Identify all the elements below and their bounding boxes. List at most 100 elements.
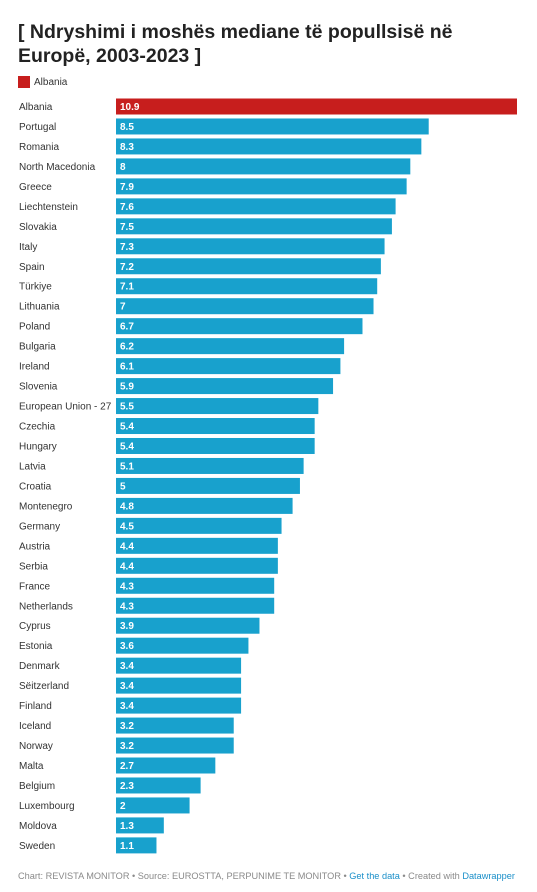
bar-romania (116, 138, 422, 155)
bar-netherlands (116, 597, 275, 614)
value-label-european-union-27: 5.5 (120, 402, 134, 413)
bar-luxembourg (116, 797, 190, 814)
category-label-germany: Germany (19, 521, 60, 532)
value-label-portugal: 8.5 (120, 122, 134, 133)
legend: Albania (18, 75, 67, 89)
bar-germany (116, 517, 282, 534)
value-label-malta: 2.7 (120, 761, 134, 772)
category-label-norway: Norway (19, 741, 53, 752)
bar-norway (116, 737, 234, 754)
value-label-croatia: 5 (120, 481, 126, 492)
value-label-cyprus: 3.9 (120, 621, 134, 632)
value-label-france: 4.3 (120, 581, 134, 592)
bar-serbia (116, 557, 278, 574)
bar-north-macedonia (116, 158, 411, 175)
bar-estonia (116, 637, 249, 654)
get-the-data-link[interactable]: Get the data (349, 871, 400, 881)
value-label-sweden: 1.1 (120, 841, 134, 852)
value-label-ireland: 6.1 (120, 362, 134, 373)
bar-albania (116, 98, 517, 115)
category-label-greece: Greece (19, 182, 52, 193)
value-label-slovenia: 5.9 (120, 382, 134, 393)
chart-footer: Chart: REVISTA MONITOR • Source: EUROSTT… (18, 871, 515, 881)
value-label-luxembourg: 2 (120, 801, 126, 812)
category-label-belgium: Belgium (19, 781, 55, 792)
value-label-t-rkiye: 7.1 (120, 282, 134, 293)
value-label-iceland: 3.2 (120, 721, 134, 732)
value-label-finland: 3.4 (120, 701, 134, 712)
category-label-croatia: Croatia (19, 481, 52, 492)
value-label-belgium: 2.3 (120, 781, 134, 792)
value-label-italy: 7.3 (120, 242, 134, 253)
bar-lithuania (116, 298, 374, 315)
category-label-slovakia: Slovakia (19, 222, 57, 233)
bar-moldova (116, 817, 164, 834)
datawrapper-link[interactable]: Datawrapper (462, 871, 515, 881)
bar-european-union-27 (116, 398, 319, 415)
category-label-france: France (19, 581, 51, 592)
category-label-european-union-27: European Union - 27 (19, 402, 112, 413)
bar-spain (116, 258, 381, 275)
bar-liechtenstein (116, 198, 396, 215)
bar-belgium (116, 777, 201, 794)
bar-bulgaria (116, 338, 345, 355)
value-label-poland: 6.7 (120, 322, 134, 333)
category-label-cyprus: Cyprus (19, 621, 51, 632)
value-label-greece: 7.9 (120, 182, 134, 193)
category-label-sweden: Sweden (19, 841, 55, 852)
category-label-moldova: Moldova (19, 821, 57, 832)
bar-s-itzerland (116, 677, 242, 694)
bar-france (116, 577, 275, 594)
footer-credit: Chart: REVISTA MONITOR • Source: EUROSTT… (18, 871, 350, 881)
value-label-serbia: 4.4 (120, 561, 134, 572)
bar-ireland (116, 358, 341, 375)
category-label-t-rkiye: Türkiye (19, 282, 52, 293)
category-label-poland: Poland (19, 322, 50, 333)
bar-sweden (116, 837, 157, 854)
bar-slovenia (116, 378, 334, 395)
category-label-montenegro: Montenegro (19, 501, 73, 512)
value-label-denmark: 3.4 (120, 661, 134, 672)
bar-poland (116, 318, 363, 335)
bar-finland (116, 697, 242, 714)
category-label-luxembourg: Luxembourg (19, 801, 75, 812)
bar-slovakia (116, 218, 392, 235)
bar-austria (116, 537, 278, 554)
chart-title: [ Ndryshimi i moshës mediane të popullsi… (18, 21, 453, 67)
bar-montenegro (116, 497, 293, 514)
category-label-austria: Austria (19, 541, 51, 552)
category-label-lithuania: Lithuania (19, 302, 60, 313)
category-label-albania: Albania (19, 102, 53, 113)
bar-czechia (116, 418, 315, 435)
bar-portugal (116, 118, 429, 135)
category-label-spain: Spain (19, 262, 45, 273)
bar-greece (116, 178, 407, 195)
bar-croatia (116, 477, 300, 494)
value-label-latvia: 5.1 (120, 461, 134, 472)
category-label-portugal: Portugal (19, 122, 56, 133)
legend-label-albania: Albania (34, 76, 68, 88)
category-label-slovenia: Slovenia (19, 382, 58, 393)
category-label-denmark: Denmark (19, 661, 61, 672)
bar-hungary (116, 437, 315, 454)
category-label-latvia: Latvia (19, 461, 46, 472)
category-label-finland: Finland (19, 701, 52, 712)
value-label-spain: 7.2 (120, 262, 134, 273)
category-label-bulgaria: Bulgaria (19, 342, 56, 353)
value-label-estonia: 3.6 (120, 641, 134, 652)
value-label-austria: 4.4 (120, 541, 134, 552)
value-label-norway: 3.2 (120, 741, 134, 752)
value-label-slovakia: 7.5 (120, 222, 134, 233)
legend-swatch-albania (18, 76, 30, 88)
bar-cyprus (116, 617, 260, 634)
bar-denmark (116, 657, 242, 674)
value-label-romania: 8.3 (120, 142, 134, 153)
value-label-montenegro: 4.8 (120, 501, 134, 512)
value-label-hungary: 5.4 (120, 441, 134, 452)
category-label-north-macedonia: North Macedonia (19, 162, 96, 173)
category-label-romania: Romania (19, 142, 59, 153)
value-label-bulgaria: 6.2 (120, 342, 134, 353)
value-label-liechtenstein: 7.6 (120, 202, 134, 213)
category-label-hungary: Hungary (19, 441, 57, 452)
